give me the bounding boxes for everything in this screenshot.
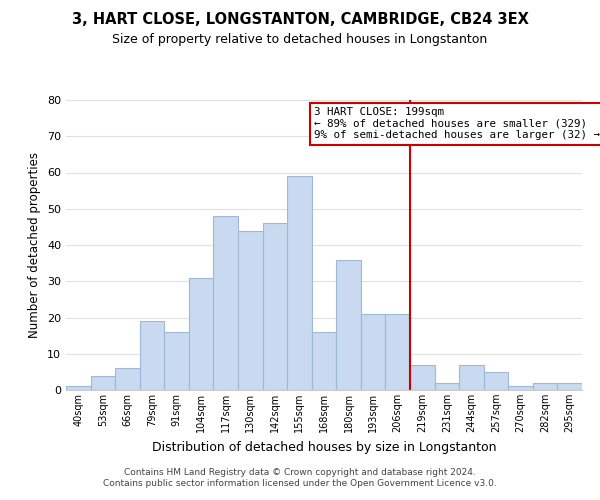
Bar <box>557 383 582 390</box>
Bar <box>410 364 434 390</box>
Y-axis label: Number of detached properties: Number of detached properties <box>28 152 41 338</box>
Bar <box>91 376 115 390</box>
Bar <box>434 383 459 390</box>
Bar <box>336 260 361 390</box>
Bar <box>533 383 557 390</box>
Bar <box>459 364 484 390</box>
Text: Size of property relative to detached houses in Longstanton: Size of property relative to detached ho… <box>112 32 488 46</box>
Bar <box>238 230 263 390</box>
Bar <box>214 216 238 390</box>
Text: 3 HART CLOSE: 199sqm
← 89% of detached houses are smaller (329)
9% of semi-detac: 3 HART CLOSE: 199sqm ← 89% of detached h… <box>314 108 600 140</box>
Bar <box>287 176 312 390</box>
Bar <box>189 278 214 390</box>
Text: Contains HM Land Registry data © Crown copyright and database right 2024.
Contai: Contains HM Land Registry data © Crown c… <box>103 468 497 487</box>
Bar <box>484 372 508 390</box>
Bar <box>140 321 164 390</box>
Bar <box>115 368 140 390</box>
Bar <box>263 223 287 390</box>
Bar <box>385 314 410 390</box>
Text: 3, HART CLOSE, LONGSTANTON, CAMBRIDGE, CB24 3EX: 3, HART CLOSE, LONGSTANTON, CAMBRIDGE, C… <box>71 12 529 28</box>
X-axis label: Distribution of detached houses by size in Longstanton: Distribution of detached houses by size … <box>152 440 496 454</box>
Bar <box>164 332 189 390</box>
Bar <box>508 386 533 390</box>
Bar <box>312 332 336 390</box>
Bar <box>361 314 385 390</box>
Bar <box>66 386 91 390</box>
